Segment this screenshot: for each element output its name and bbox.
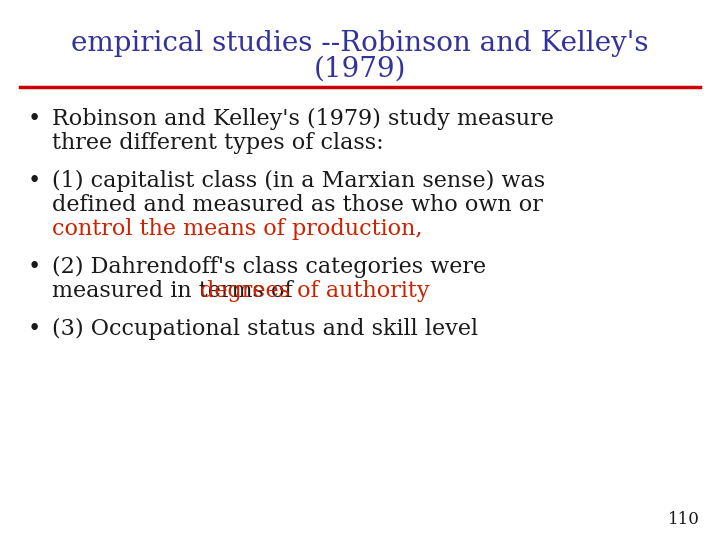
- Text: (2) Dahrendoff's class categories were: (2) Dahrendoff's class categories were: [52, 256, 486, 278]
- Text: defined and measured as those who own or: defined and measured as those who own or: [52, 194, 543, 216]
- Text: measured in terms of: measured in terms of: [52, 280, 300, 302]
- Text: •: •: [28, 256, 41, 278]
- Text: (1979): (1979): [314, 56, 406, 83]
- Text: (3) Occupational status and skill level: (3) Occupational status and skill level: [52, 318, 478, 340]
- Text: three different types of class:: three different types of class:: [52, 132, 384, 154]
- Text: •: •: [28, 318, 41, 340]
- Text: •: •: [28, 170, 41, 192]
- Text: •: •: [28, 108, 41, 130]
- Text: Robinson and Kelley's (1979) study measure: Robinson and Kelley's (1979) study measu…: [52, 108, 554, 130]
- Text: degrees of authority: degrees of authority: [200, 280, 430, 302]
- Text: (1) capitalist class (in a Marxian sense) was: (1) capitalist class (in a Marxian sense…: [52, 170, 545, 192]
- Text: empirical studies --Robinson and Kelley's: empirical studies --Robinson and Kelley'…: [71, 30, 649, 57]
- Text: control the means of production,: control the means of production,: [52, 218, 423, 240]
- Text: 110: 110: [668, 511, 700, 528]
